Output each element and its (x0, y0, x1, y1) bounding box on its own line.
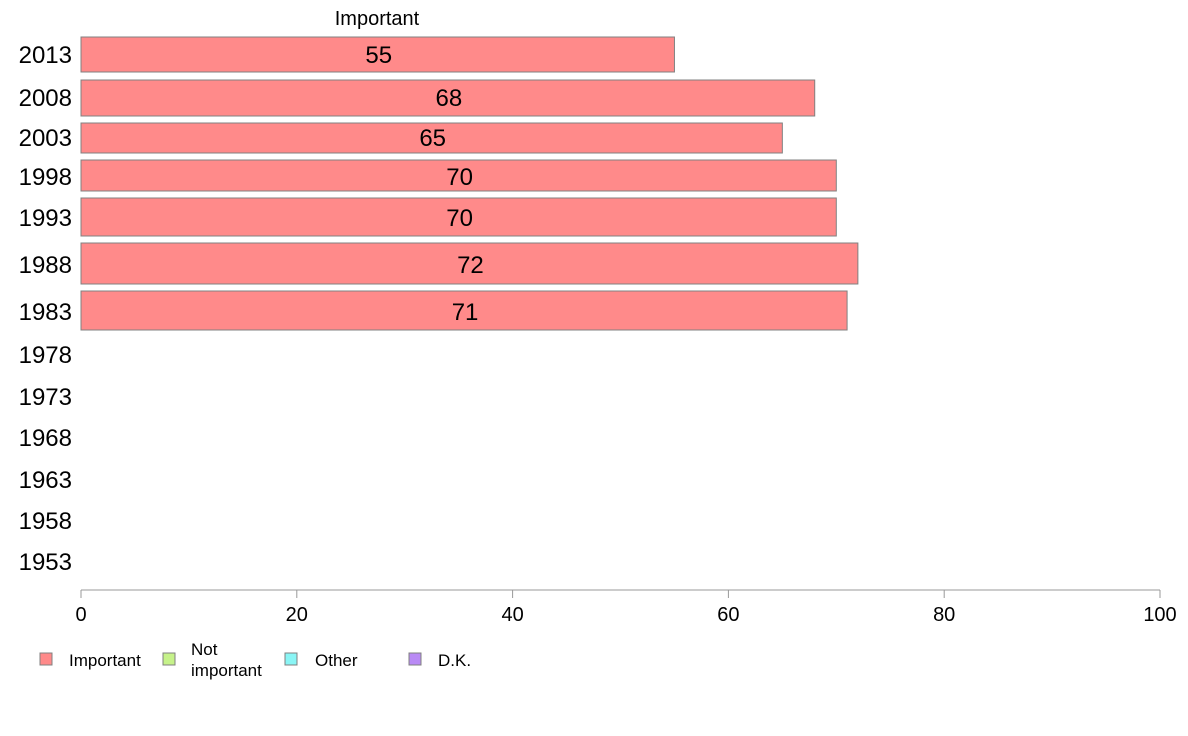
bar-2008 (80, 79, 816, 117)
legend-label-1: Important (69, 651, 141, 670)
legend-label-3: Other (315, 651, 358, 670)
bar-1993 (80, 197, 837, 237)
year-label-1993: 1993 (19, 205, 72, 232)
x-tick-label-0: 0 (75, 604, 86, 626)
bar-label-2008: 68 (436, 85, 463, 112)
year-label-2003: 2003 (19, 125, 72, 152)
year-label-1958: 1958 (19, 508, 72, 535)
year-label-1978: 1978 (19, 342, 72, 369)
bar-1998 (80, 159, 837, 192)
legend: Important Not important Other D.K. (39, 640, 471, 680)
year-label-1953: 1953 (19, 549, 72, 576)
bar-label-1983: 71 (452, 299, 479, 326)
year-label-2013: 2013 (19, 42, 72, 69)
legend-swatch-3 (284, 652, 298, 666)
legend-label-4: D.K. (438, 651, 471, 670)
year-labels: 2013 2008 2003 1998 1993 1988 1983 1978 1973 1968… (19, 42, 72, 576)
year-label-1973: 1973 (19, 384, 72, 411)
bar-1983 (80, 290, 848, 331)
x-tick-label-100: 100 (1143, 604, 1176, 626)
year-label-2008: 2008 (19, 85, 72, 112)
year-label-1968: 1968 (19, 425, 72, 452)
year-label-1963: 1963 (19, 467, 72, 494)
legend-swatch-1 (39, 652, 53, 666)
legend-swatch-4 (408, 652, 422, 666)
year-label-1998: 1998 (19, 164, 72, 191)
x-tick-label-80: 80 (933, 604, 955, 626)
bar-label-2013: 55 (365, 42, 392, 69)
legend-swatch-2 (162, 652, 176, 666)
x-tick-label-40: 40 (501, 604, 523, 626)
bar-label-1993: 70 (446, 205, 473, 232)
x-tick-label-60: 60 (717, 604, 739, 626)
bar-2003 (80, 122, 783, 154)
bar-2013 (80, 36, 675, 73)
year-label-1983: 1983 (19, 299, 72, 326)
bar-label-1988: 72 (457, 252, 484, 279)
x-tick-label-20: 20 (286, 604, 308, 626)
bar-label-2003: 65 (419, 125, 446, 152)
bars (80, 36, 859, 331)
legend-label-2: Not important (191, 640, 262, 680)
series-title: Important (335, 8, 420, 30)
year-label-1988: 1988 (19, 252, 72, 279)
x-axis: 0 20 40 60 80 100 (75, 589, 1177, 626)
bar-1988 (80, 242, 859, 285)
bar-label-1998: 70 (446, 164, 473, 191)
